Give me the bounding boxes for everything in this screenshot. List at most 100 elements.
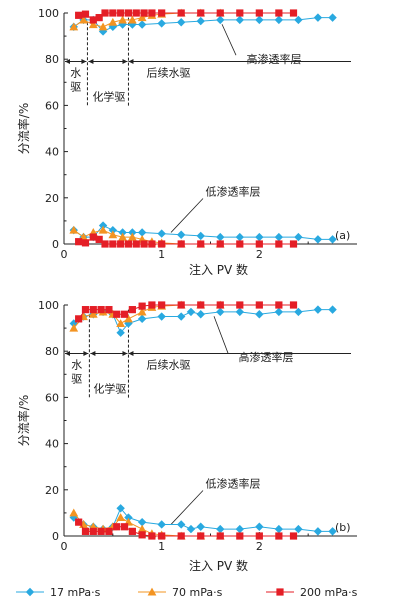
low-perm-series-point-diamond	[177, 520, 186, 529]
high-perm-series-point-diamond	[216, 307, 225, 317]
low-perm-series-point-diamond	[216, 524, 225, 534]
low-perm-series-point-diamond	[328, 235, 337, 244]
low-perm-layer-label: 低渗透率层	[206, 184, 261, 198]
low-perm-series-point-square	[255, 532, 263, 540]
high-perm-series-point-square	[255, 9, 263, 17]
low-perm-series-point-triangle	[108, 230, 118, 239]
low-perm-series-point-diamond	[255, 232, 264, 242]
low-perm-series-point-square	[158, 532, 166, 540]
chemical-stage-label: 化学驱	[93, 382, 126, 396]
high-perm-series-point-square	[113, 310, 121, 318]
high-perm-series-point-square	[97, 306, 105, 314]
high-perm-series-point-diamond	[186, 307, 196, 317]
low-perm-series-point-triangle	[98, 225, 108, 234]
high-perm-series-point-diamond	[274, 15, 284, 25]
y-tick-label: 20	[45, 484, 59, 497]
legend-label: 70 mPa·s	[172, 586, 223, 599]
high-perm-series-point-square	[197, 9, 205, 17]
high-perm-leader	[213, 316, 229, 354]
low-perm-series-point-square	[120, 523, 129, 531]
high-perm-series-point-diamond	[313, 305, 323, 314]
low-perm-series-point-square	[158, 240, 166, 248]
high-perm-series-point-diamond	[255, 15, 264, 25]
y-tick-label: 0	[52, 238, 59, 251]
high-perm-series-point-square	[140, 9, 148, 17]
high-perm-series-point-square	[109, 9, 117, 17]
low-perm-series-point-diamond	[274, 232, 284, 242]
low-perm-series-point-diamond	[216, 232, 225, 242]
high-perm-series-point-square	[128, 306, 136, 314]
low-perm-series-point-diamond	[118, 228, 127, 237]
y-tick-label: 0	[52, 530, 59, 543]
high-perm-series-point-square	[177, 9, 185, 17]
low-perm-series-point-diamond	[128, 228, 137, 237]
x-tick-label: 1	[158, 540, 165, 553]
low-perm-series-point-diamond	[255, 522, 264, 531]
post-water-stage-label: 后续水驱	[146, 358, 190, 372]
low-perm-series-point-diamond	[157, 229, 166, 238]
high-perm-series-point-diamond	[116, 328, 125, 337]
low-perm-series-point-diamond	[196, 522, 205, 531]
low-perm-series-point-square	[75, 238, 83, 246]
low-perm-series-point-square	[101, 240, 109, 248]
low-perm-series-point-diamond	[116, 504, 125, 513]
high-perm-series-point-triangle	[98, 22, 108, 31]
high-perm-series-point-square	[289, 9, 298, 17]
high-perm-series-point-square	[75, 315, 83, 323]
high-perm-series-point-diamond	[177, 18, 186, 27]
low-perm-series-point-square	[236, 532, 244, 540]
x-tick-label: 0	[61, 248, 68, 261]
high-perm-series-point-diamond	[274, 307, 284, 317]
low-perm-series-point-square	[132, 240, 140, 248]
high-perm-series-point-diamond	[328, 305, 337, 314]
water-stage-arrow-head-right	[83, 351, 89, 357]
y-tick-label: 100	[38, 7, 59, 20]
high-perm-series-point-diamond	[157, 312, 166, 321]
high-perm-series-point-diamond	[196, 16, 205, 26]
high-perm-series-point-square	[275, 301, 283, 309]
low-perm-series-point-square	[216, 240, 224, 248]
low-perm-series-point-square	[289, 240, 298, 248]
high-perm-series-point-diamond	[137, 314, 147, 324]
high-perm-series-point-square	[255, 301, 263, 309]
high-perm-series-point-square	[158, 301, 166, 309]
x-tick-label: 2	[256, 540, 263, 553]
low-perm-series-point-square	[289, 532, 298, 540]
high-perm-series-point-diamond	[235, 307, 244, 317]
x-tick-label: 0	[61, 540, 68, 553]
water-stage-label: 水	[71, 359, 82, 372]
high-perm-series-point-square	[216, 301, 224, 309]
legend-marker	[276, 588, 284, 596]
y-axis-label: 分流率/%	[16, 103, 31, 154]
high-perm-series-point-diamond	[157, 19, 166, 28]
x-axis-label: 注入 PV 数	[189, 262, 248, 277]
y-axis-label: 分流率/%	[16, 395, 31, 446]
high-perm-series-point-triangle	[137, 307, 147, 316]
low-perm-series-point-triangle	[116, 513, 126, 522]
low-perm-leader	[170, 490, 204, 525]
high-perm-series-point-triangle	[118, 15, 127, 24]
high-perm-series-point-triangle	[108, 17, 118, 26]
legend: 17 mPa·s 70 mPa·s 200 mPa·s	[16, 586, 358, 599]
low-perm-series-point-diamond	[294, 524, 303, 534]
low-perm-series-point-diamond	[186, 524, 196, 534]
low-perm-leader	[170, 198, 204, 233]
high-perm-series-point-square	[117, 9, 125, 17]
low-perm-series-point-square	[75, 518, 83, 526]
low-perm-series-point-square	[124, 240, 133, 248]
low-perm-series-point-diamond	[98, 221, 108, 230]
low-perm-series-point-square	[97, 527, 105, 535]
water-stage-arrow-head-right	[81, 59, 87, 65]
water-stage-label: 水	[70, 67, 81, 80]
chemical-stage-arrow-head-left	[90, 351, 96, 357]
low-perm-series-point-diamond	[177, 230, 186, 239]
chemical-stage-arrow-head-right	[122, 59, 128, 65]
high-perm-series-point-square	[158, 9, 166, 17]
high-perm-series-point-diamond	[216, 15, 225, 25]
low-perm-series-point-square	[89, 233, 97, 241]
high-perm-series-point-triangle	[79, 15, 88, 24]
low-perm-series-point-square	[177, 532, 185, 540]
y-tick-label: 40	[45, 438, 59, 451]
legend-label: 17 mPa·s	[50, 586, 101, 599]
